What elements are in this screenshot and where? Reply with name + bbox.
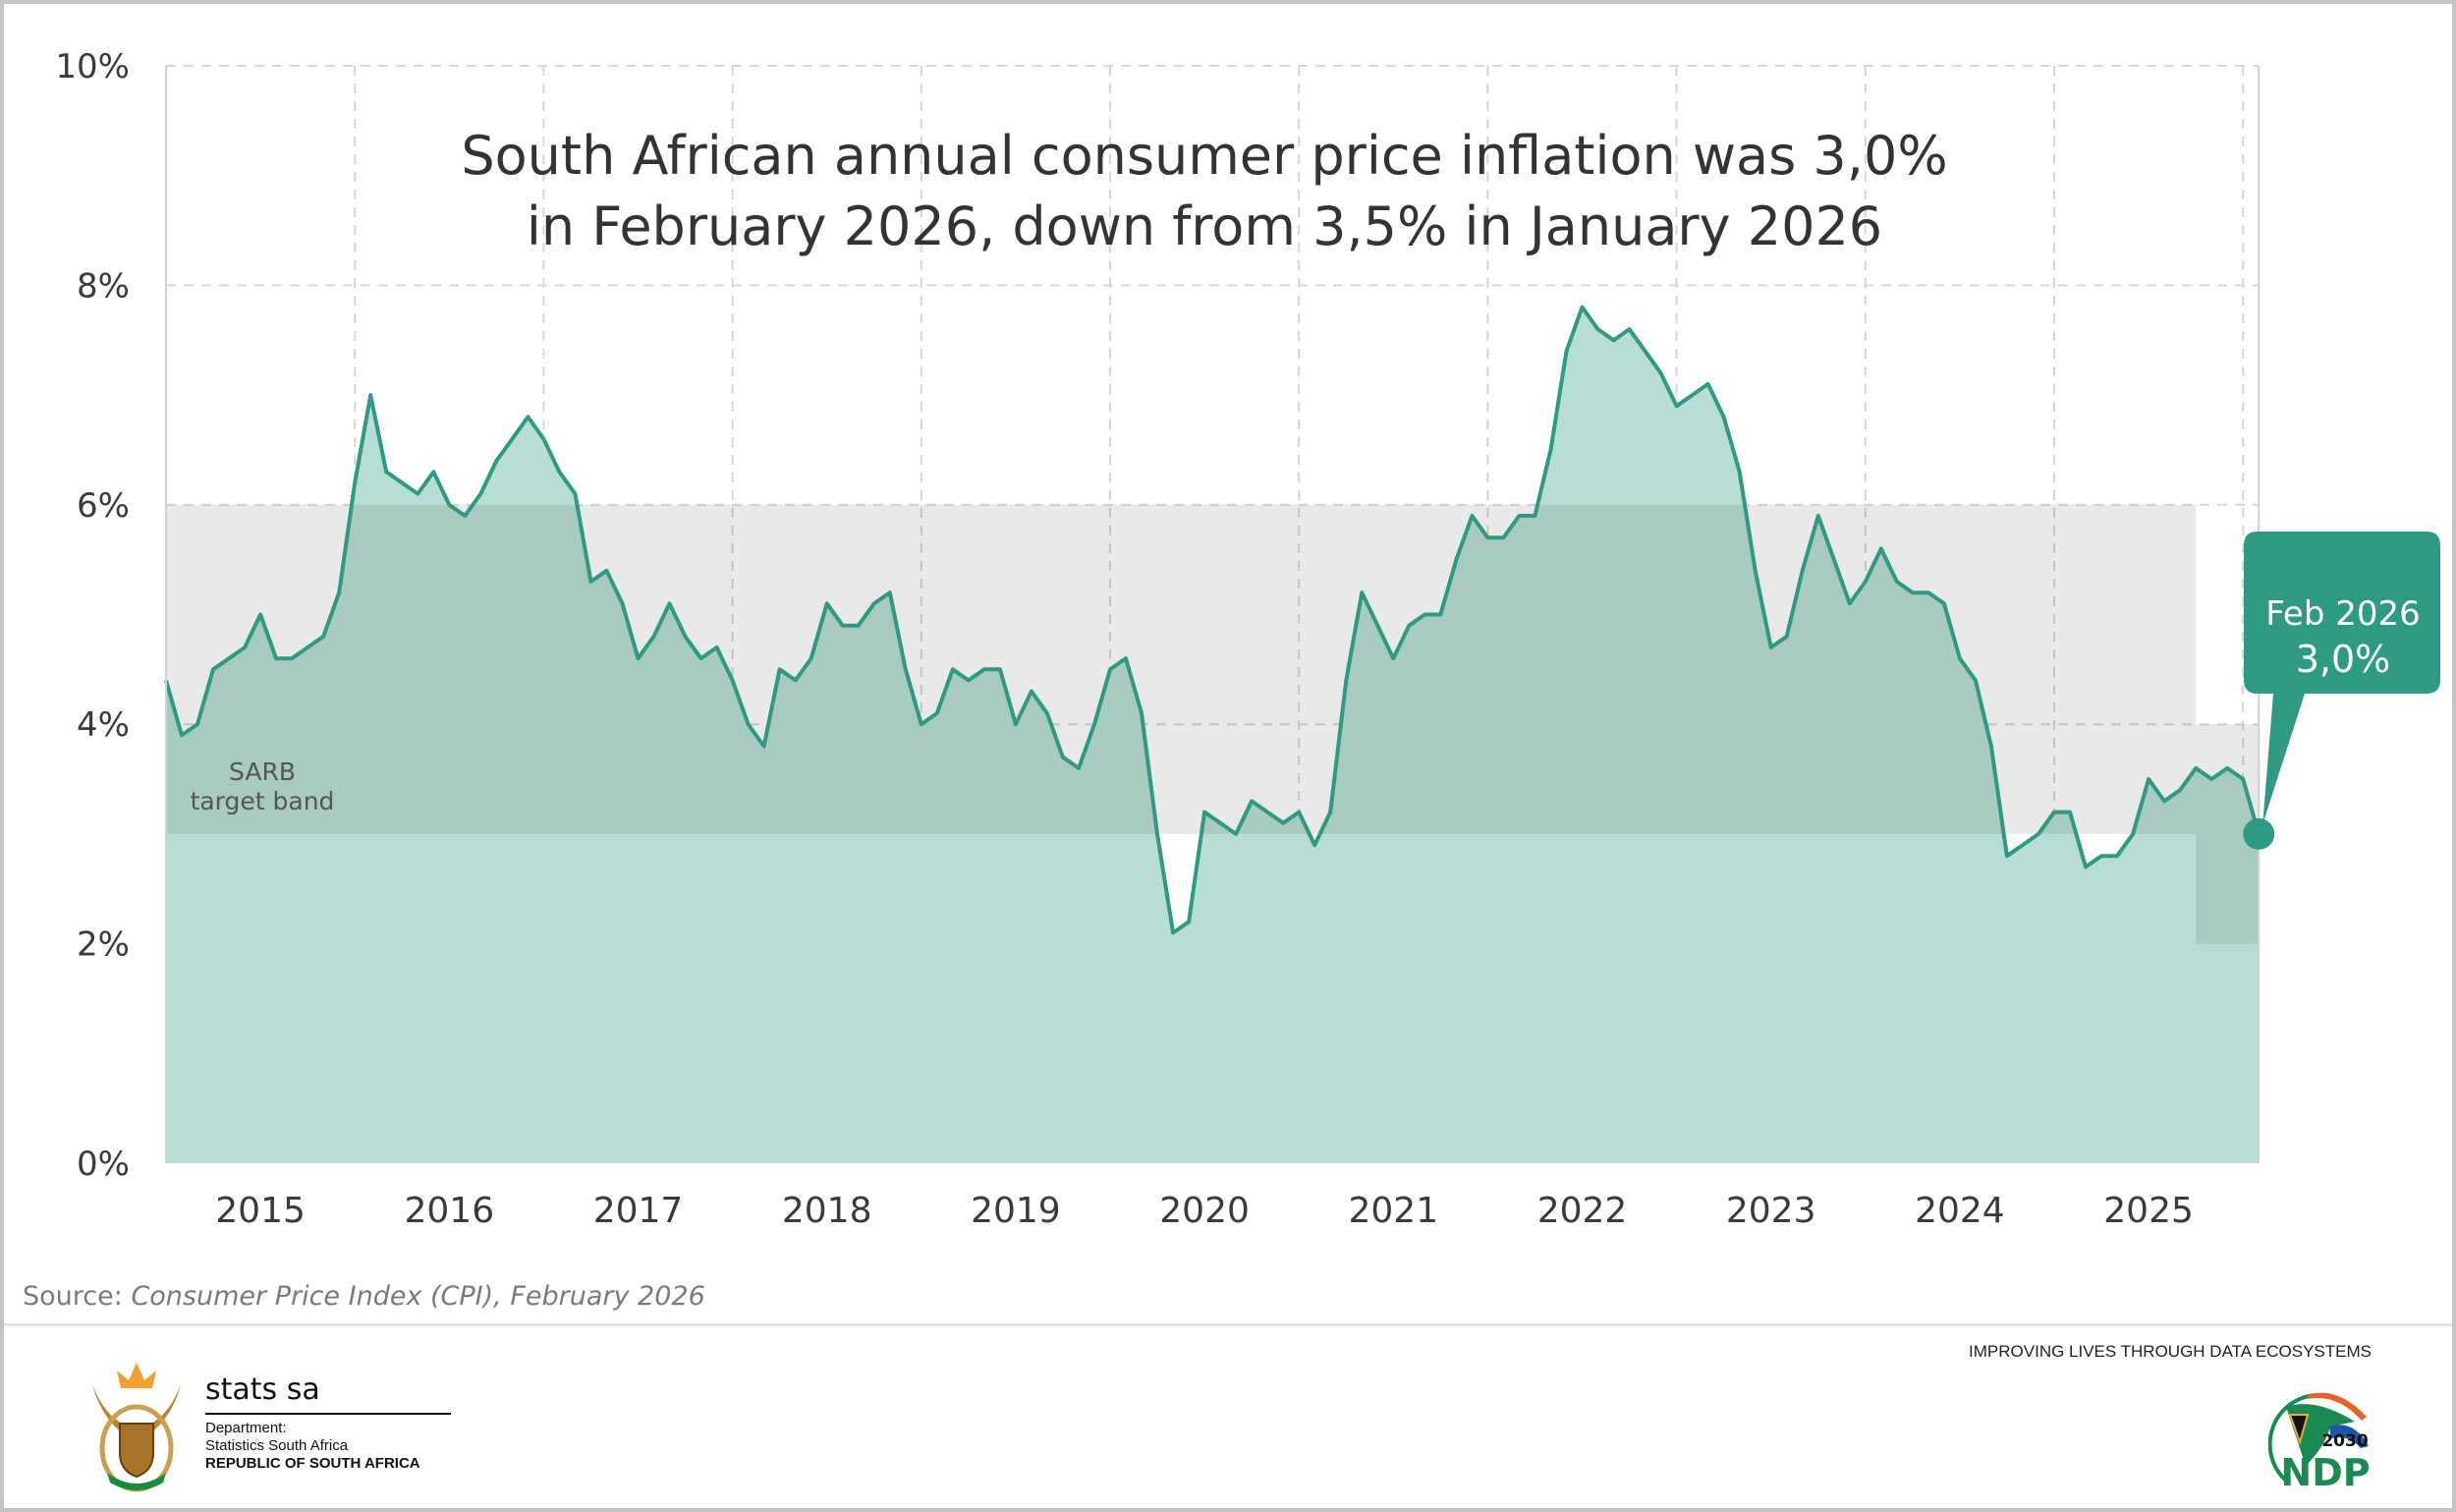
cpi-line (164, 305, 2261, 935)
source-prefix: Source: (23, 1281, 123, 1312)
footer-divider (4, 1323, 2452, 1326)
callout-date: Feb 2026 (2265, 594, 2421, 634)
series-line (164, 305, 2261, 935)
slogan: IMPROVING LIVES THROUGH DATA ECOSYSTEMS (1969, 1342, 2372, 1361)
x-tick-label: 2024 (1915, 1191, 2005, 1231)
x-tick-label: 2016 (404, 1191, 494, 1231)
ndp-text: NDP (2280, 1451, 2370, 1490)
callout: Feb 2026 3,0% (2243, 532, 2440, 850)
ndp-year: 2030 (2321, 1431, 2368, 1451)
y-tick-label: 2% (77, 925, 130, 965)
ndp-2030-logo: 2030 NDP (2268, 1392, 2371, 1490)
x-tick-label: 2015 (215, 1191, 306, 1231)
x-tick-label: 2025 (2103, 1191, 2194, 1231)
band-label-line1: SARB (229, 757, 296, 786)
target-band-segment (166, 504, 2197, 834)
x-tick-label: 2021 (1348, 1191, 1438, 1231)
dept-line-3: REPUBLIC OF SOUTH AFRICA (205, 1455, 420, 1472)
y-tick-label: 10% (55, 47, 130, 86)
dept-line-2: Statistics South Africa (205, 1437, 349, 1454)
x-tick-label: 2022 (1537, 1191, 1628, 1231)
stats-sa-logo: stats sa Department: Statistics South Af… (83, 1355, 456, 1492)
y-tick-label: 8% (77, 266, 130, 306)
target-band (166, 504, 2260, 944)
latest-point-marker (2243, 817, 2275, 850)
brand-name: stats sa (205, 1372, 320, 1407)
cpi-chart: 0% 2% 4% 6% 8% 10% 2015 2016 2017 2018 2019 2020 202… (55, 47, 2440, 1231)
band-label-line2: target band (191, 787, 335, 815)
area-fill (166, 307, 2260, 1163)
callout-value: 3,0% (2296, 638, 2391, 681)
y-tick-label: 6% (77, 486, 130, 526)
x-tick-label: 2020 (1159, 1191, 1250, 1231)
callout-box (2244, 532, 2440, 824)
source-text: Consumer Price Index (CPI), February 202… (131, 1281, 705, 1312)
x-tick-label: 2019 (971, 1191, 1061, 1231)
chart-title-line1: South African annual consumer price infl… (461, 125, 1947, 187)
coat-of-arms-icon (92, 1363, 181, 1492)
x-tick-label: 2017 (593, 1191, 684, 1231)
chart-title-line2: in February 2026, down from 3,5% in Janu… (527, 196, 1882, 257)
x-tick-label: 2018 (782, 1191, 872, 1231)
axes: 0% 2% 4% 6% 8% 10% 2015 2016 2017 2018 2019 2020 202… (55, 47, 2261, 1231)
y-tick-label: 0% (77, 1145, 130, 1184)
dept-line-1: Department: (205, 1420, 287, 1436)
y-tick-label: 4% (77, 705, 130, 745)
x-tick-label: 2023 (1726, 1191, 1816, 1231)
source-note: Source: Consumer Price Index (CPI), Febr… (23, 1281, 705, 1312)
brand-underline (205, 1413, 451, 1415)
area-polygon (166, 307, 2260, 1163)
department-text: Department: Statistics South Africa REPU… (205, 1420, 420, 1473)
